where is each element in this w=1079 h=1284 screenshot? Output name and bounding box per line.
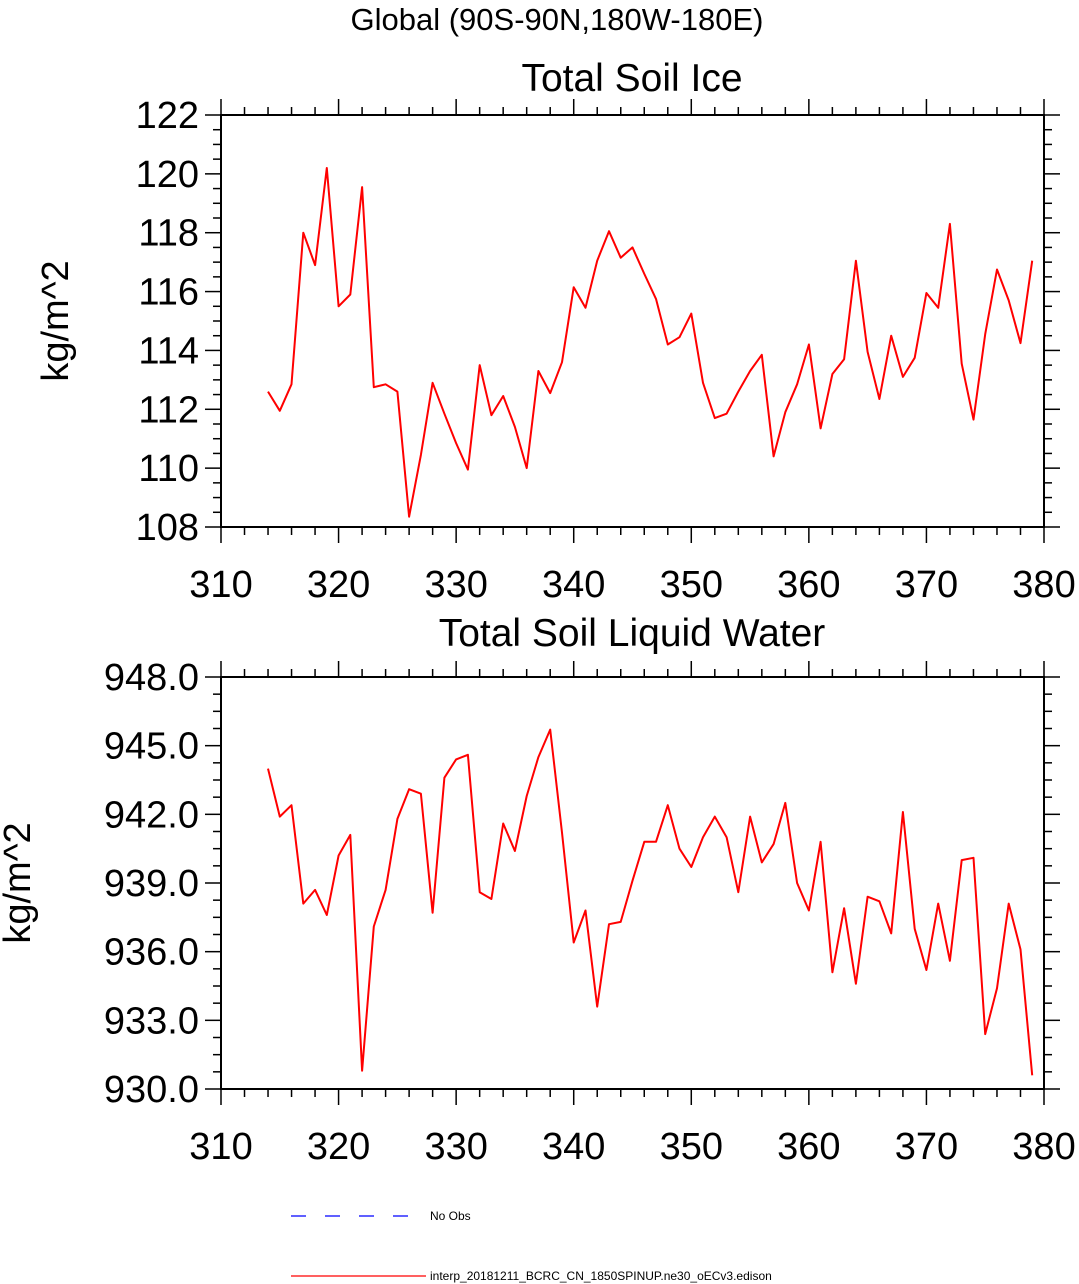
y-tick-label: 948.0 (104, 657, 199, 699)
legend-label-no-obs: No Obs (430, 1209, 471, 1223)
x-tick-label: 370 (895, 564, 958, 606)
x-tick-label: 330 (424, 564, 487, 606)
y-tick-label: 933.0 (104, 1000, 199, 1042)
panel-title: Total Soil Liquid Water (439, 612, 826, 655)
legend-label-model: interp_20181211_BCRC_CN_1850SPINUP.ne30_… (430, 1269, 772, 1283)
y-tick-label: 122 (136, 95, 199, 137)
y-tick-label: 108 (136, 507, 199, 549)
y-tick-label: 118 (138, 213, 199, 255)
panel-total-soil-liquid-water: Total Soil Liquid Water kg/m^2 310 320 330… (0, 612, 1076, 1168)
series-line (267, 167, 1034, 518)
x-tick-label: 340 (542, 564, 605, 606)
x-tick-label: 310 (189, 564, 252, 606)
x-tick-label: 370 (895, 1126, 958, 1168)
x-tick-label: 350 (660, 1126, 723, 1168)
y-tick-label: 945.0 (104, 726, 199, 768)
panel-title: Total Soil Ice (521, 57, 742, 100)
legend: No Obs interp_20181211_BCRC_CN_1850SPINU… (291, 1209, 772, 1283)
x-tick-label: 320 (307, 1126, 370, 1168)
y-tick-label: 942.0 (104, 794, 199, 836)
y-tick-label: 120 (136, 154, 199, 196)
series-line (267, 728, 1034, 1076)
x-tick-label: 310 (189, 1126, 252, 1168)
y-axis-label: kg/m^2 (35, 260, 77, 381)
x-tick-label: 360 (777, 564, 840, 606)
x-tick-label: 380 (1012, 1126, 1075, 1168)
y-tick-label: 112 (138, 389, 199, 431)
panel-total-soil-ice: Total Soil Ice kg/m^2 310 320 330 340 350 360… (35, 57, 1076, 606)
x-tick-label: 360 (777, 1126, 840, 1168)
x-tick-label: 320 (307, 564, 370, 606)
y-axis-label: kg/m^2 (0, 822, 39, 943)
x-tick-label: 340 (542, 1126, 605, 1168)
y-tick-label: 939.0 (104, 863, 199, 905)
y-tick-label: 110 (138, 448, 199, 490)
x-tick-label: 350 (660, 564, 723, 606)
figure-title: Global (90S-90N,180W-180E) (351, 2, 764, 37)
y-tick-label: 114 (138, 330, 199, 372)
y-tick-label: 936.0 (104, 932, 199, 974)
y-tick-label: 116 (138, 272, 199, 314)
y-tick-label: 930.0 (104, 1069, 199, 1111)
x-tick-label: 330 (424, 1126, 487, 1168)
x-tick-label: 380 (1012, 564, 1075, 606)
